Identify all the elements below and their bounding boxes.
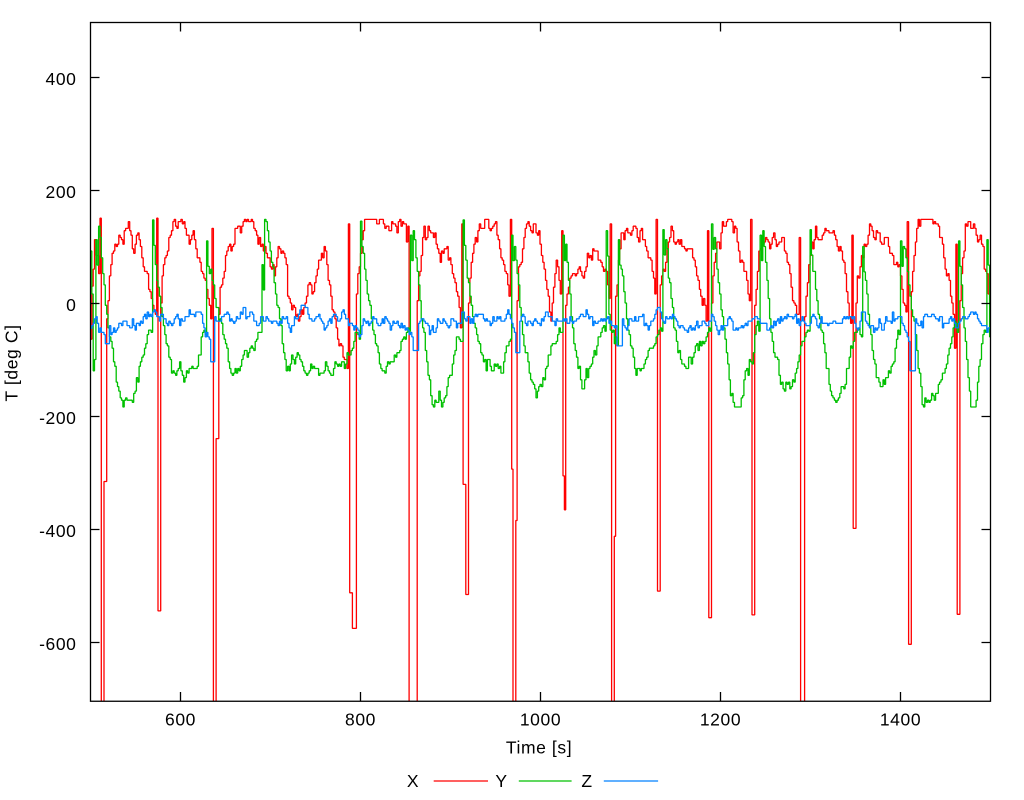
svg-text:200: 200 — [46, 182, 77, 202]
svg-text:600: 600 — [165, 710, 196, 730]
svg-text:X: X — [407, 771, 419, 791]
svg-text:0: 0 — [66, 295, 76, 315]
svg-text:800: 800 — [345, 710, 376, 730]
svg-text:400: 400 — [46, 69, 77, 89]
svg-text:1400: 1400 — [880, 710, 921, 730]
svg-text:Time [s]: Time [s] — [506, 738, 572, 758]
svg-text:Y: Y — [495, 771, 507, 791]
svg-text:Z: Z — [581, 771, 592, 791]
svg-text:1200: 1200 — [700, 710, 741, 730]
svg-text:-600: -600 — [39, 634, 76, 654]
svg-text:1000: 1000 — [520, 710, 561, 730]
svg-text:T [deg C]: T [deg C] — [2, 324, 22, 401]
svg-text:-200: -200 — [39, 408, 76, 428]
svg-text:-400: -400 — [39, 521, 76, 541]
